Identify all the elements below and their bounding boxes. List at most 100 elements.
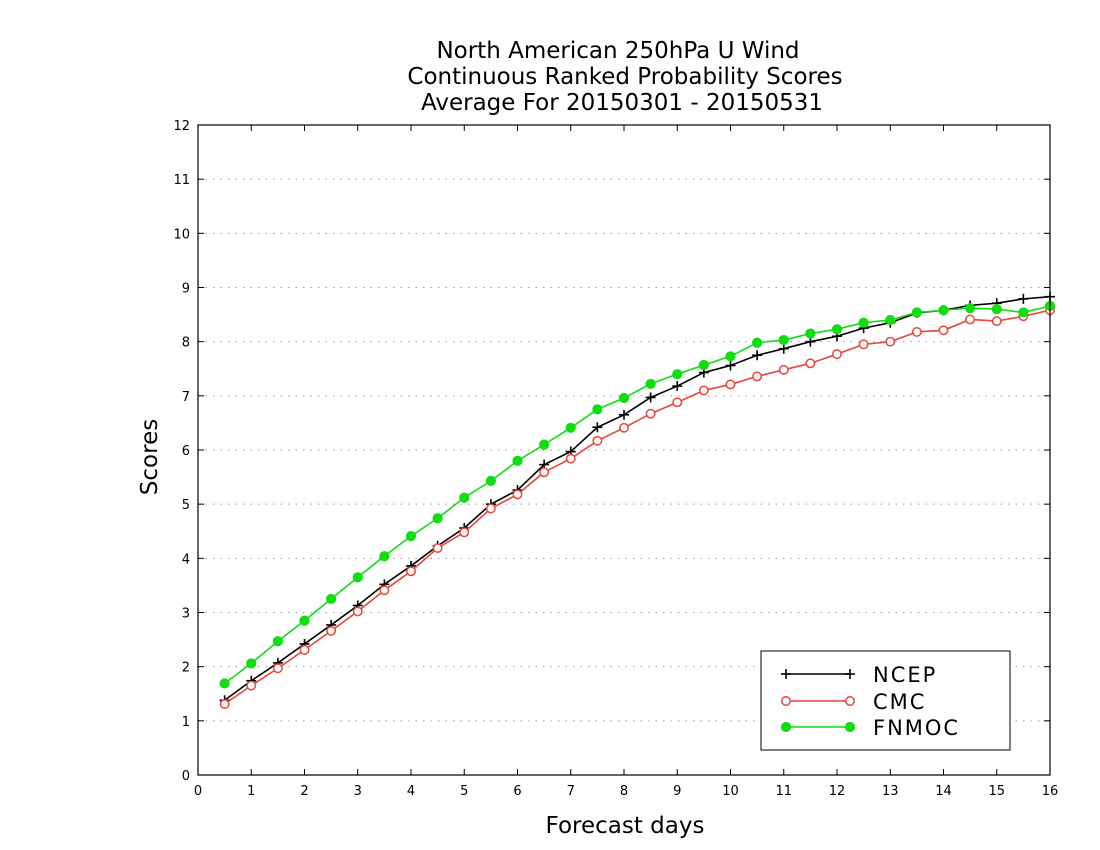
y-tick-label: 7 [182, 390, 190, 405]
cmc-point [725, 379, 736, 390]
cmc-point [885, 336, 896, 347]
ncep-point [672, 381, 683, 392]
cmc-point [672, 397, 683, 408]
ncep-point [619, 409, 629, 420]
y-tick-label: 8 [182, 336, 190, 351]
cmc-point [246, 680, 257, 691]
fnmoc-point [645, 378, 656, 390]
y-tick-label: 2 [182, 661, 190, 676]
series-lines [219, 291, 1056, 709]
fnmoc-point [379, 551, 390, 562]
series-fnmoc [219, 300, 1056, 689]
x-tick-label: 6 [513, 784, 521, 799]
legend-label-fnmoc: FNMOC [873, 716, 960, 740]
x-tick-label: 1 [247, 784, 255, 799]
x-tick-label: 10 [722, 784, 739, 799]
legend-fnmoc-point [844, 721, 856, 733]
fnmoc-point [485, 475, 496, 486]
x-tick-label: 14 [935, 784, 952, 799]
fnmoc-point [698, 359, 709, 371]
ncep-point [645, 392, 656, 403]
legend-cmc-point [845, 696, 855, 706]
legend-item-ncep: NCEP [781, 663, 937, 687]
fnmoc-point [352, 572, 363, 583]
ncep-point [592, 422, 603, 433]
x-tick-label: 2 [300, 784, 308, 799]
cmc-point [326, 625, 337, 636]
x-tick-label: 5 [460, 784, 468, 799]
plot-frame [197, 124, 1051, 776]
y-tick-label: 6 [182, 444, 190, 459]
x-tick-label: 15 [988, 784, 1005, 799]
y-tick-label: 9 [182, 282, 190, 297]
legend-ncep-point [845, 669, 855, 679]
cmc-point [432, 543, 443, 553]
gridlines [198, 178, 1050, 722]
fnmoc-point [539, 439, 550, 450]
x-tick-label: 3 [354, 784, 362, 799]
fnmoc-point [565, 422, 576, 433]
cmc-point [965, 314, 976, 325]
cmc-point [752, 371, 763, 382]
x-tick-label: 4 [407, 784, 415, 799]
x-tick-label: 0 [194, 784, 202, 799]
y-tick-label: 5 [182, 498, 190, 513]
fnmoc-point [459, 492, 470, 503]
fnmoc-point [432, 513, 443, 524]
x-axis-label: Forecast days [546, 813, 705, 839]
fnmoc-point [326, 593, 337, 605]
legend-item-fnmoc: FNMOC [780, 716, 960, 740]
fnmoc-point [299, 615, 310, 626]
y-tick-label: 10 [173, 227, 190, 242]
x-tick-label: 7 [567, 784, 575, 799]
x-tick-label: 12 [829, 784, 846, 799]
cmc-point [991, 316, 1002, 327]
cmc-point [698, 385, 709, 396]
fnmoc-point [592, 404, 603, 415]
cmc-point [352, 606, 363, 617]
x-tick-label: 9 [673, 784, 681, 799]
legend-fnmoc-point [780, 721, 792, 733]
title-line-2: Continuous Ranked Probability Scores [407, 64, 842, 90]
cmc-point [379, 585, 390, 596]
ncep-point [1018, 293, 1029, 304]
fnmoc-point [805, 328, 816, 339]
title-line-3: Average For 20150301 - 20150531 [421, 90, 823, 116]
x-tick-label: 8 [620, 784, 628, 799]
legend-cmc-point [781, 696, 791, 706]
y-tick-label: 1 [182, 715, 190, 730]
y-tick-label: 11 [173, 173, 190, 188]
fnmoc-point [752, 337, 763, 348]
fnmoc-point [911, 307, 922, 318]
series-ncep [219, 291, 1055, 706]
cmc-point [539, 467, 550, 478]
fnmoc-point [725, 351, 736, 362]
y-tick-label: 4 [182, 552, 190, 567]
cmc-point [645, 408, 656, 419]
cmc-point [272, 663, 283, 674]
fnmoc-point [512, 455, 523, 466]
cmc-point [858, 339, 869, 350]
ncep-point [752, 350, 763, 361]
fnmoc-point [858, 317, 869, 328]
legend-label-ncep: NCEP [873, 663, 937, 687]
fnmoc-point [1018, 307, 1029, 318]
title-line-1: North American 250hPa U Wind [436, 38, 799, 64]
cmc-point [512, 489, 523, 500]
chart-title: North American 250hPa U Wind Continuous … [407, 38, 842, 116]
cmc-point [299, 644, 310, 655]
x-tick-label: 13 [882, 784, 899, 799]
y-tick-label: 3 [182, 607, 190, 622]
cmc-point [778, 364, 789, 375]
cmc-point [565, 453, 576, 464]
legend-item-cmc: CMC [781, 690, 924, 714]
fnmoc-point [219, 678, 230, 689]
y-tick-label: 12 [173, 119, 190, 134]
x-tick-label: 11 [775, 784, 792, 799]
y-axis-label: Scores [137, 419, 163, 495]
fnmoc-point [938, 305, 949, 316]
series-line-cmc [224, 309, 1051, 705]
